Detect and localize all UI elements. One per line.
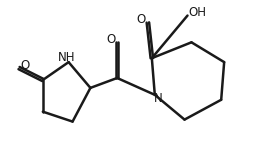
Text: O: O	[20, 59, 30, 72]
Text: N: N	[154, 92, 162, 105]
Text: NH: NH	[58, 51, 75, 64]
Text: O: O	[136, 13, 146, 26]
Text: OH: OH	[189, 6, 206, 19]
Text: O: O	[107, 33, 116, 46]
